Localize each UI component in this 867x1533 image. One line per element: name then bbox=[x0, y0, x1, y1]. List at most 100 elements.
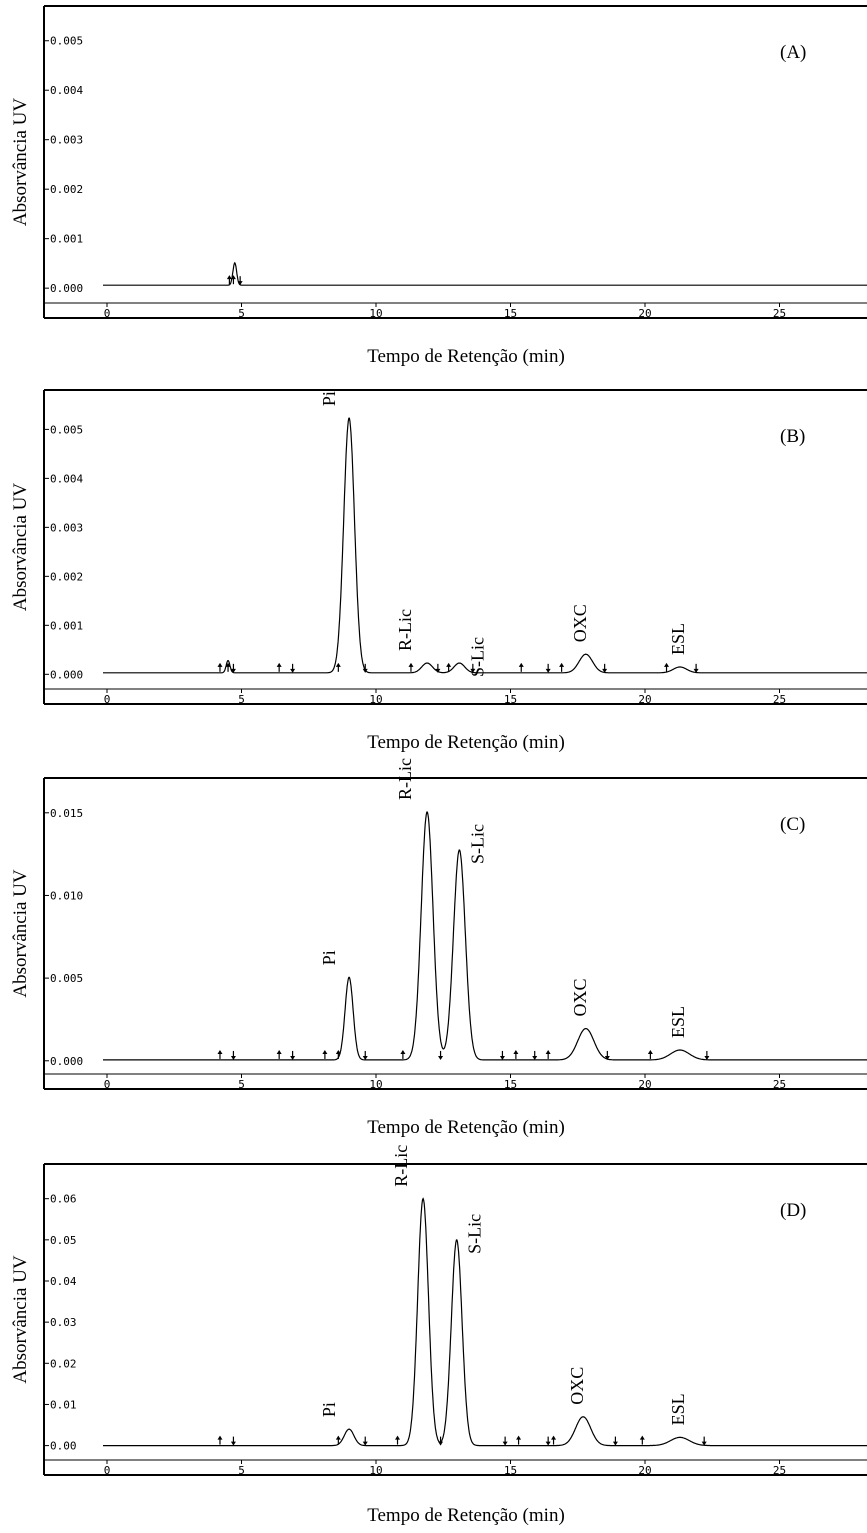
integration-end-arrow bbox=[362, 663, 368, 673]
integration-start-arrow bbox=[545, 1049, 551, 1059]
peak-apex-point bbox=[456, 1239, 458, 1241]
panel-label: (C) bbox=[780, 814, 805, 835]
x-tick-label: 25 bbox=[773, 693, 786, 706]
peak-apex-point bbox=[348, 976, 350, 978]
integration-start-arrow bbox=[322, 1049, 328, 1059]
x-tick-label: 10 bbox=[369, 1464, 382, 1477]
x-tick-label: 0 bbox=[104, 693, 111, 706]
peak-label: R-Lic bbox=[395, 609, 415, 651]
y-axis-title: Absorvância UV bbox=[10, 869, 31, 997]
integration-start-arrow bbox=[446, 662, 452, 672]
peak-label: Pi bbox=[319, 1402, 339, 1417]
peak-apex-point bbox=[422, 1198, 424, 1200]
peak-label: OXC bbox=[570, 979, 590, 1017]
peak-label: Pi bbox=[319, 950, 339, 965]
y-tick-label: 0.000 bbox=[50, 282, 83, 295]
integration-end-arrow bbox=[290, 1050, 296, 1060]
peak-apex-point bbox=[679, 666, 681, 668]
integration-start-arrow bbox=[664, 662, 670, 672]
chromatogram-panel-b: 0.000 0.001 0.002 0.003 0.004 0.005 0 5 10 15 20 25… bbox=[10, 389, 867, 753]
y-tick-label: 0.05 bbox=[50, 1234, 77, 1247]
integration-end-arrow bbox=[532, 1050, 538, 1060]
peak-label: ESL bbox=[668, 1006, 688, 1038]
integration-end-arrow bbox=[604, 1050, 610, 1060]
peak-apex-point bbox=[348, 417, 350, 419]
integration-end-arrow bbox=[290, 663, 296, 673]
x-tick-label: 20 bbox=[638, 693, 651, 706]
chromatogram-trace bbox=[103, 417, 867, 674]
x-tick-label: 0 bbox=[104, 1078, 111, 1091]
peak-apex-point bbox=[458, 849, 460, 851]
panel-label: (B) bbox=[780, 426, 805, 447]
integration-end-arrow bbox=[237, 276, 243, 286]
chromatogram-trace bbox=[103, 811, 867, 1061]
integration-end-arrow bbox=[470, 663, 476, 673]
peak-apex-point bbox=[679, 1436, 681, 1438]
y-tick-label: 0.01 bbox=[50, 1398, 77, 1411]
integration-start-arrow bbox=[559, 662, 565, 672]
integration-start-arrow bbox=[513, 1049, 519, 1059]
x-axis-title: Tempo de Retenção (min) bbox=[367, 1505, 565, 1526]
y-tick-label: 0.001 bbox=[50, 619, 83, 632]
integration-end-arrow bbox=[230, 663, 236, 673]
chromatogram-trace bbox=[103, 1197, 867, 1447]
peak-apex-point bbox=[458, 662, 460, 664]
x-tick-label: 25 bbox=[773, 1464, 786, 1477]
x-tick-label: 5 bbox=[238, 1464, 245, 1477]
integration-start-arrow bbox=[400, 1049, 406, 1059]
y-tick-label: 0.002 bbox=[50, 570, 83, 583]
peak-apex-point bbox=[426, 811, 428, 813]
integration-start-arrow bbox=[230, 275, 236, 285]
chromatogram-panel-d: 0.00 0.01 0.02 0.03 0.04 0.05 0.06 0 5 10 15 20 25 Te… bbox=[10, 1145, 867, 1526]
chromatogram-panel-c: 0.000 0.005 0.010 0.015 0 5 10 15 20 25 Tempo de R… bbox=[10, 758, 867, 1138]
integration-start-arrow bbox=[217, 1435, 223, 1445]
integration-start-arrow bbox=[225, 662, 231, 672]
integration-start-arrow bbox=[335, 1049, 341, 1059]
integration-start-arrow bbox=[518, 662, 524, 672]
x-tick-label: 15 bbox=[504, 1464, 517, 1477]
integration-end-arrow bbox=[701, 1436, 707, 1446]
integration-end-arrow bbox=[230, 1050, 236, 1060]
integration-start-arrow bbox=[647, 1049, 653, 1059]
y-tick-label: 0.003 bbox=[50, 521, 83, 534]
integration-start-arrow bbox=[276, 662, 282, 672]
peak-apex-point bbox=[585, 1027, 587, 1030]
integration-end-arrow bbox=[499, 1050, 505, 1060]
peak-apex-point bbox=[234, 262, 236, 264]
integration-end-arrow bbox=[545, 663, 551, 673]
y-tick-label: 0.06 bbox=[50, 1193, 77, 1206]
integration-start-arrow bbox=[516, 1435, 522, 1445]
integration-end-arrow bbox=[612, 1436, 618, 1446]
peak-apex-point bbox=[227, 659, 229, 662]
x-axis-title: Tempo de Retenção (min) bbox=[367, 346, 565, 367]
integration-end-arrow bbox=[362, 1436, 368, 1446]
chromatogram-trace bbox=[103, 261, 867, 286]
integration-start-arrow bbox=[395, 1435, 401, 1445]
peak-label: OXC bbox=[570, 604, 590, 642]
peak-label: OXC bbox=[567, 1367, 587, 1405]
y-tick-label: 0.00 bbox=[50, 1440, 77, 1453]
y-axis-title: Absorvância UV bbox=[10, 98, 31, 226]
x-tick-label: 20 bbox=[638, 307, 651, 320]
x-tick-label: 0 bbox=[104, 1464, 111, 1477]
peak-apex-point bbox=[426, 662, 428, 664]
panel-label: (D) bbox=[780, 1200, 806, 1221]
integration-end-arrow bbox=[545, 1436, 551, 1446]
integration-end-arrow bbox=[230, 1436, 236, 1446]
x-tick-label: 5 bbox=[238, 307, 245, 320]
x-axis-title: Tempo de Retenção (min) bbox=[367, 1117, 565, 1138]
peak-label: ESL bbox=[668, 1393, 688, 1425]
y-tick-label: 0.004 bbox=[50, 84, 83, 97]
integration-end-arrow bbox=[502, 1436, 508, 1446]
y-tick-label: 0.03 bbox=[50, 1316, 77, 1329]
x-tick-label: 15 bbox=[504, 1078, 517, 1091]
integration-end-arrow bbox=[602, 663, 608, 673]
y-tick-label: 0.004 bbox=[50, 472, 83, 485]
integration-start-arrow bbox=[408, 662, 414, 672]
integration-start-arrow bbox=[551, 1435, 557, 1445]
integration-start-arrow bbox=[276, 1049, 282, 1059]
y-tick-label: 0.002 bbox=[50, 183, 83, 196]
x-tick-label: 5 bbox=[238, 1078, 245, 1091]
y-tick-label: 0.005 bbox=[50, 972, 83, 985]
y-tick-label: 0.005 bbox=[50, 35, 83, 48]
